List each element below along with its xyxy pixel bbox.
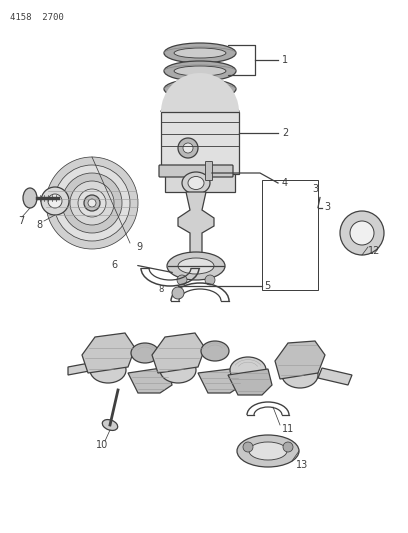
- Text: 4: 4: [282, 178, 288, 188]
- Circle shape: [78, 189, 106, 217]
- Text: 12: 12: [368, 246, 380, 256]
- Text: 11: 11: [282, 424, 294, 434]
- Circle shape: [183, 143, 193, 153]
- FancyBboxPatch shape: [159, 165, 233, 177]
- Ellipse shape: [167, 252, 225, 280]
- Circle shape: [205, 275, 215, 285]
- Text: 6: 6: [112, 260, 118, 270]
- Circle shape: [84, 195, 100, 211]
- Text: 7: 7: [18, 216, 24, 226]
- Circle shape: [177, 275, 187, 285]
- Ellipse shape: [237, 435, 299, 467]
- Circle shape: [340, 211, 384, 255]
- Circle shape: [70, 181, 114, 225]
- Circle shape: [46, 157, 138, 249]
- Polygon shape: [128, 367, 172, 393]
- Circle shape: [88, 199, 96, 207]
- Ellipse shape: [230, 357, 266, 383]
- Circle shape: [283, 442, 293, 452]
- Ellipse shape: [249, 442, 287, 460]
- Wedge shape: [161, 73, 239, 112]
- FancyBboxPatch shape: [161, 112, 239, 174]
- Text: 10: 10: [96, 440, 108, 450]
- Polygon shape: [82, 333, 135, 373]
- Ellipse shape: [164, 61, 236, 81]
- Bar: [262, 180, 318, 290]
- Polygon shape: [178, 192, 214, 256]
- Text: 3: 3: [312, 184, 318, 195]
- Circle shape: [41, 187, 69, 215]
- Ellipse shape: [174, 48, 226, 58]
- Ellipse shape: [201, 341, 229, 361]
- Ellipse shape: [188, 176, 204, 190]
- Text: 1: 1: [282, 55, 288, 65]
- Ellipse shape: [178, 258, 214, 274]
- Ellipse shape: [182, 172, 210, 194]
- Circle shape: [62, 173, 122, 233]
- Polygon shape: [68, 361, 100, 375]
- Text: 2: 2: [282, 128, 288, 138]
- Text: 5: 5: [264, 281, 270, 291]
- Text: 8: 8: [158, 285, 163, 294]
- Text: 3: 3: [324, 203, 330, 213]
- Ellipse shape: [160, 357, 196, 383]
- Ellipse shape: [131, 343, 159, 363]
- Polygon shape: [198, 368, 242, 393]
- Text: 9: 9: [136, 242, 142, 252]
- Circle shape: [243, 442, 253, 452]
- Circle shape: [172, 287, 184, 299]
- Ellipse shape: [23, 188, 37, 208]
- Ellipse shape: [102, 419, 118, 431]
- Ellipse shape: [164, 43, 236, 63]
- Polygon shape: [275, 341, 325, 379]
- Polygon shape: [228, 369, 272, 395]
- Ellipse shape: [174, 84, 226, 94]
- Ellipse shape: [90, 357, 126, 383]
- Text: 8: 8: [36, 220, 42, 230]
- Circle shape: [48, 194, 62, 208]
- Circle shape: [54, 165, 130, 241]
- FancyBboxPatch shape: [165, 174, 235, 192]
- Circle shape: [178, 138, 198, 158]
- Circle shape: [350, 221, 374, 245]
- Ellipse shape: [282, 362, 318, 388]
- Polygon shape: [152, 333, 205, 373]
- Text: 13: 13: [296, 460, 308, 470]
- Polygon shape: [318, 368, 352, 385]
- Text: 4158  2700: 4158 2700: [10, 13, 64, 22]
- Ellipse shape: [174, 66, 226, 76]
- FancyBboxPatch shape: [206, 161, 213, 181]
- Ellipse shape: [164, 79, 236, 99]
